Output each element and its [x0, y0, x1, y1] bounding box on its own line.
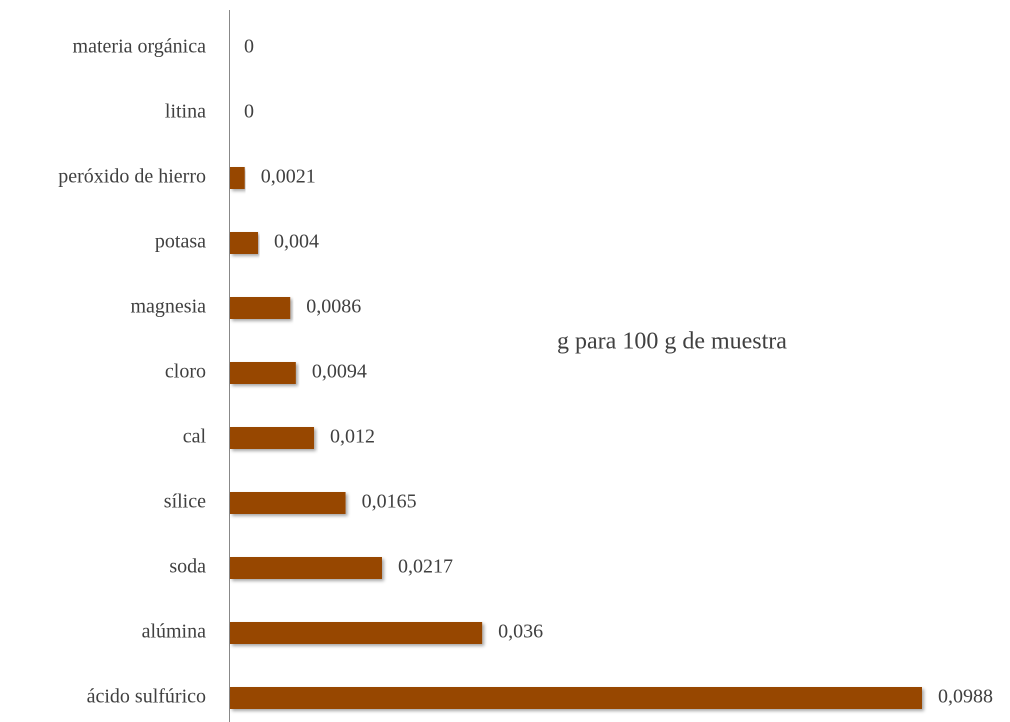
- category-label: cal: [183, 426, 207, 448]
- value-label: 0,0988: [938, 686, 993, 708]
- category-label: sílice: [164, 491, 206, 513]
- category-label: materia orgánica: [73, 36, 207, 58]
- annotation: g para 100 g de muestra: [557, 329, 787, 355]
- bar: [230, 687, 922, 709]
- bar: [230, 492, 346, 514]
- category-label: soda: [169, 556, 206, 578]
- value-label: 0: [244, 101, 254, 123]
- category-label: cloro: [165, 361, 206, 383]
- bar: [230, 557, 382, 579]
- bar: [230, 232, 259, 254]
- value-label: 0,012: [330, 426, 375, 448]
- value-label: 0,0086: [306, 296, 361, 318]
- bar: [230, 297, 291, 319]
- bar: [230, 427, 315, 449]
- category-label: litina: [165, 101, 206, 123]
- bar: [230, 622, 483, 644]
- category-label: ácido sulfúrico: [87, 686, 206, 708]
- bar: [230, 167, 245, 189]
- value-label: 0,0094: [312, 361, 367, 383]
- bar: [230, 362, 296, 384]
- value-label: 0,004: [274, 231, 319, 253]
- value-label: 0,0021: [261, 166, 316, 188]
- category-label: potasa: [155, 231, 206, 253]
- category-label: magnesia: [130, 296, 206, 318]
- category-label: alúmina: [142, 621, 207, 643]
- value-label: 0,036: [498, 621, 543, 643]
- value-label: 0,0217: [398, 556, 453, 578]
- value-label: 0: [244, 36, 254, 58]
- category-label: peróxido de hierro: [58, 166, 206, 188]
- value-label: 0,0165: [362, 491, 417, 513]
